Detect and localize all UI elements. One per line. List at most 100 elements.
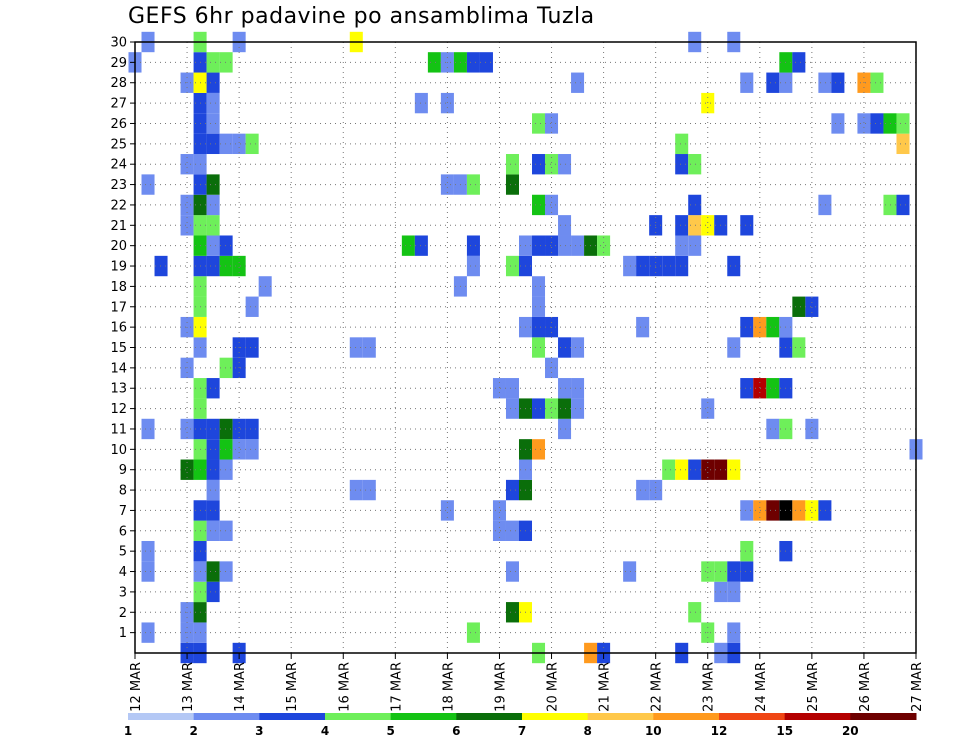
- heatmap-cell: [701, 215, 715, 236]
- heatmap-cell: [571, 337, 585, 358]
- heatmap-cell: [206, 561, 220, 582]
- legend-swatch: [522, 713, 589, 720]
- heatmap-cell: [675, 133, 689, 155]
- heatmap-cell: [206, 418, 220, 440]
- legend-label: 8: [584, 724, 592, 738]
- heatmap-cell: [857, 113, 871, 134]
- legend-swatch: [784, 713, 851, 720]
- heatmap-cell: [219, 133, 233, 155]
- heatmap-cell: [219, 418, 233, 440]
- y-tick-label: 8: [119, 484, 127, 499]
- heatmap-cell: [232, 255, 246, 277]
- heatmap-cell: [753, 500, 767, 521]
- heatmap-cell: [362, 337, 376, 358]
- heatmap-cell: [662, 255, 676, 277]
- heatmap-cell: [896, 113, 910, 134]
- heatmap-cell: [545, 235, 559, 256]
- heatmap-cell: [688, 459, 702, 480]
- heatmap-cell: [206, 92, 220, 114]
- legend-swatch: [325, 713, 392, 720]
- heatmap-cell: [740, 72, 754, 93]
- x-tick-label: 21 MAR: [598, 662, 613, 712]
- heatmap-cell: [245, 439, 259, 460]
- heatmap-cell: [766, 378, 780, 399]
- heatmap-cell: [232, 439, 246, 460]
- heatmap-cell: [805, 418, 819, 440]
- heatmap-cell: [505, 479, 519, 501]
- heatmap-cell: [766, 316, 780, 338]
- heatmap-cell: [206, 194, 220, 216]
- heatmap-cell: [414, 92, 428, 114]
- x-tick-label: 25 MAR: [806, 662, 821, 712]
- heatmap-cell: [740, 378, 754, 399]
- legend-label: 12: [711, 724, 728, 738]
- y-tick-label: 11: [110, 422, 127, 437]
- legend-swatch: [456, 713, 523, 720]
- x-tick-label: 12 MAR: [129, 662, 144, 712]
- heatmap-cell: [349, 479, 363, 501]
- heatmap-cell: [675, 255, 689, 277]
- heatmap-cell: [636, 316, 650, 338]
- heatmap-cell: [532, 235, 546, 256]
- heatmap-cell: [414, 235, 428, 256]
- heatmap-cell: [727, 561, 741, 582]
- legend-swatch: [850, 713, 917, 720]
- heatmap-cell: [688, 215, 702, 236]
- y-tick-label: 2: [119, 606, 127, 621]
- heatmap-cell: [349, 337, 363, 358]
- heatmap-cell: [688, 154, 702, 175]
- x-tick-label: 15 MAR: [285, 662, 300, 712]
- y-tick-label: 29: [110, 56, 127, 71]
- heatmap-cell: [558, 337, 572, 358]
- y-tick-label: 6: [119, 524, 127, 539]
- color-legend: 1 2 3 4 5 6 7 8 10 12 15 20: [124, 713, 917, 738]
- heatmap-cell: [466, 52, 480, 73]
- y-tick-label: 1: [119, 626, 127, 641]
- heatmap-cell: [180, 418, 194, 440]
- heatmap-cell: [870, 72, 884, 93]
- heatmap-cell: [492, 500, 506, 521]
- heatmap-cell: [896, 133, 910, 155]
- heatmap-cell: [505, 154, 519, 175]
- heatmap-cell: [792, 500, 806, 521]
- x-tick-label: 23 MAR: [702, 662, 717, 712]
- x-tick-label: 22 MAR: [650, 662, 665, 712]
- heatmap-cell: [206, 439, 220, 460]
- legend-label: 4: [321, 724, 329, 738]
- heatmap-cell: [870, 113, 884, 134]
- heatmap-cell: [466, 174, 480, 195]
- y-tick-label: 10: [110, 443, 127, 458]
- legend-label: 7: [518, 724, 526, 738]
- heatmap-cell: [440, 92, 454, 114]
- y-tick-label: 30: [110, 36, 127, 51]
- heatmap-cell: [427, 52, 441, 73]
- legend-label: 1: [124, 724, 132, 738]
- heatmap-cell: [492, 378, 506, 399]
- heatmap-cell: [727, 581, 741, 603]
- legend-label: 6: [452, 724, 460, 738]
- x-tick-label: 27 MAR: [910, 662, 925, 712]
- heatmap-cell: [141, 174, 155, 195]
- heatmap-cell: [805, 296, 819, 317]
- heatmap-cell: [675, 235, 689, 256]
- heatmap-cell: [883, 194, 897, 216]
- heatmap-cell: [466, 622, 480, 643]
- y-tick-label: 26: [110, 117, 127, 132]
- legend-swatch: [390, 713, 457, 720]
- heatmap-cell: [688, 235, 702, 256]
- heatmap-cell: [219, 235, 233, 256]
- y-tick-label: 20: [110, 239, 127, 254]
- heatmap-cell: [727, 337, 741, 358]
- x-tick-label: 19 MAR: [494, 662, 509, 712]
- legend-swatch: [193, 713, 260, 720]
- heatmap-cell: [766, 500, 780, 521]
- heatmap-cell: [558, 378, 572, 399]
- heatmap-cell: [532, 194, 546, 216]
- x-tick-label: 13 MAR: [181, 662, 196, 712]
- heatmap-cell: [740, 540, 754, 562]
- heatmap-cell: [558, 215, 572, 236]
- heatmap-cell: [701, 459, 715, 480]
- heatmap-cell: [753, 378, 767, 399]
- cells-layer: [128, 31, 923, 664]
- heatmap-cell: [701, 398, 715, 419]
